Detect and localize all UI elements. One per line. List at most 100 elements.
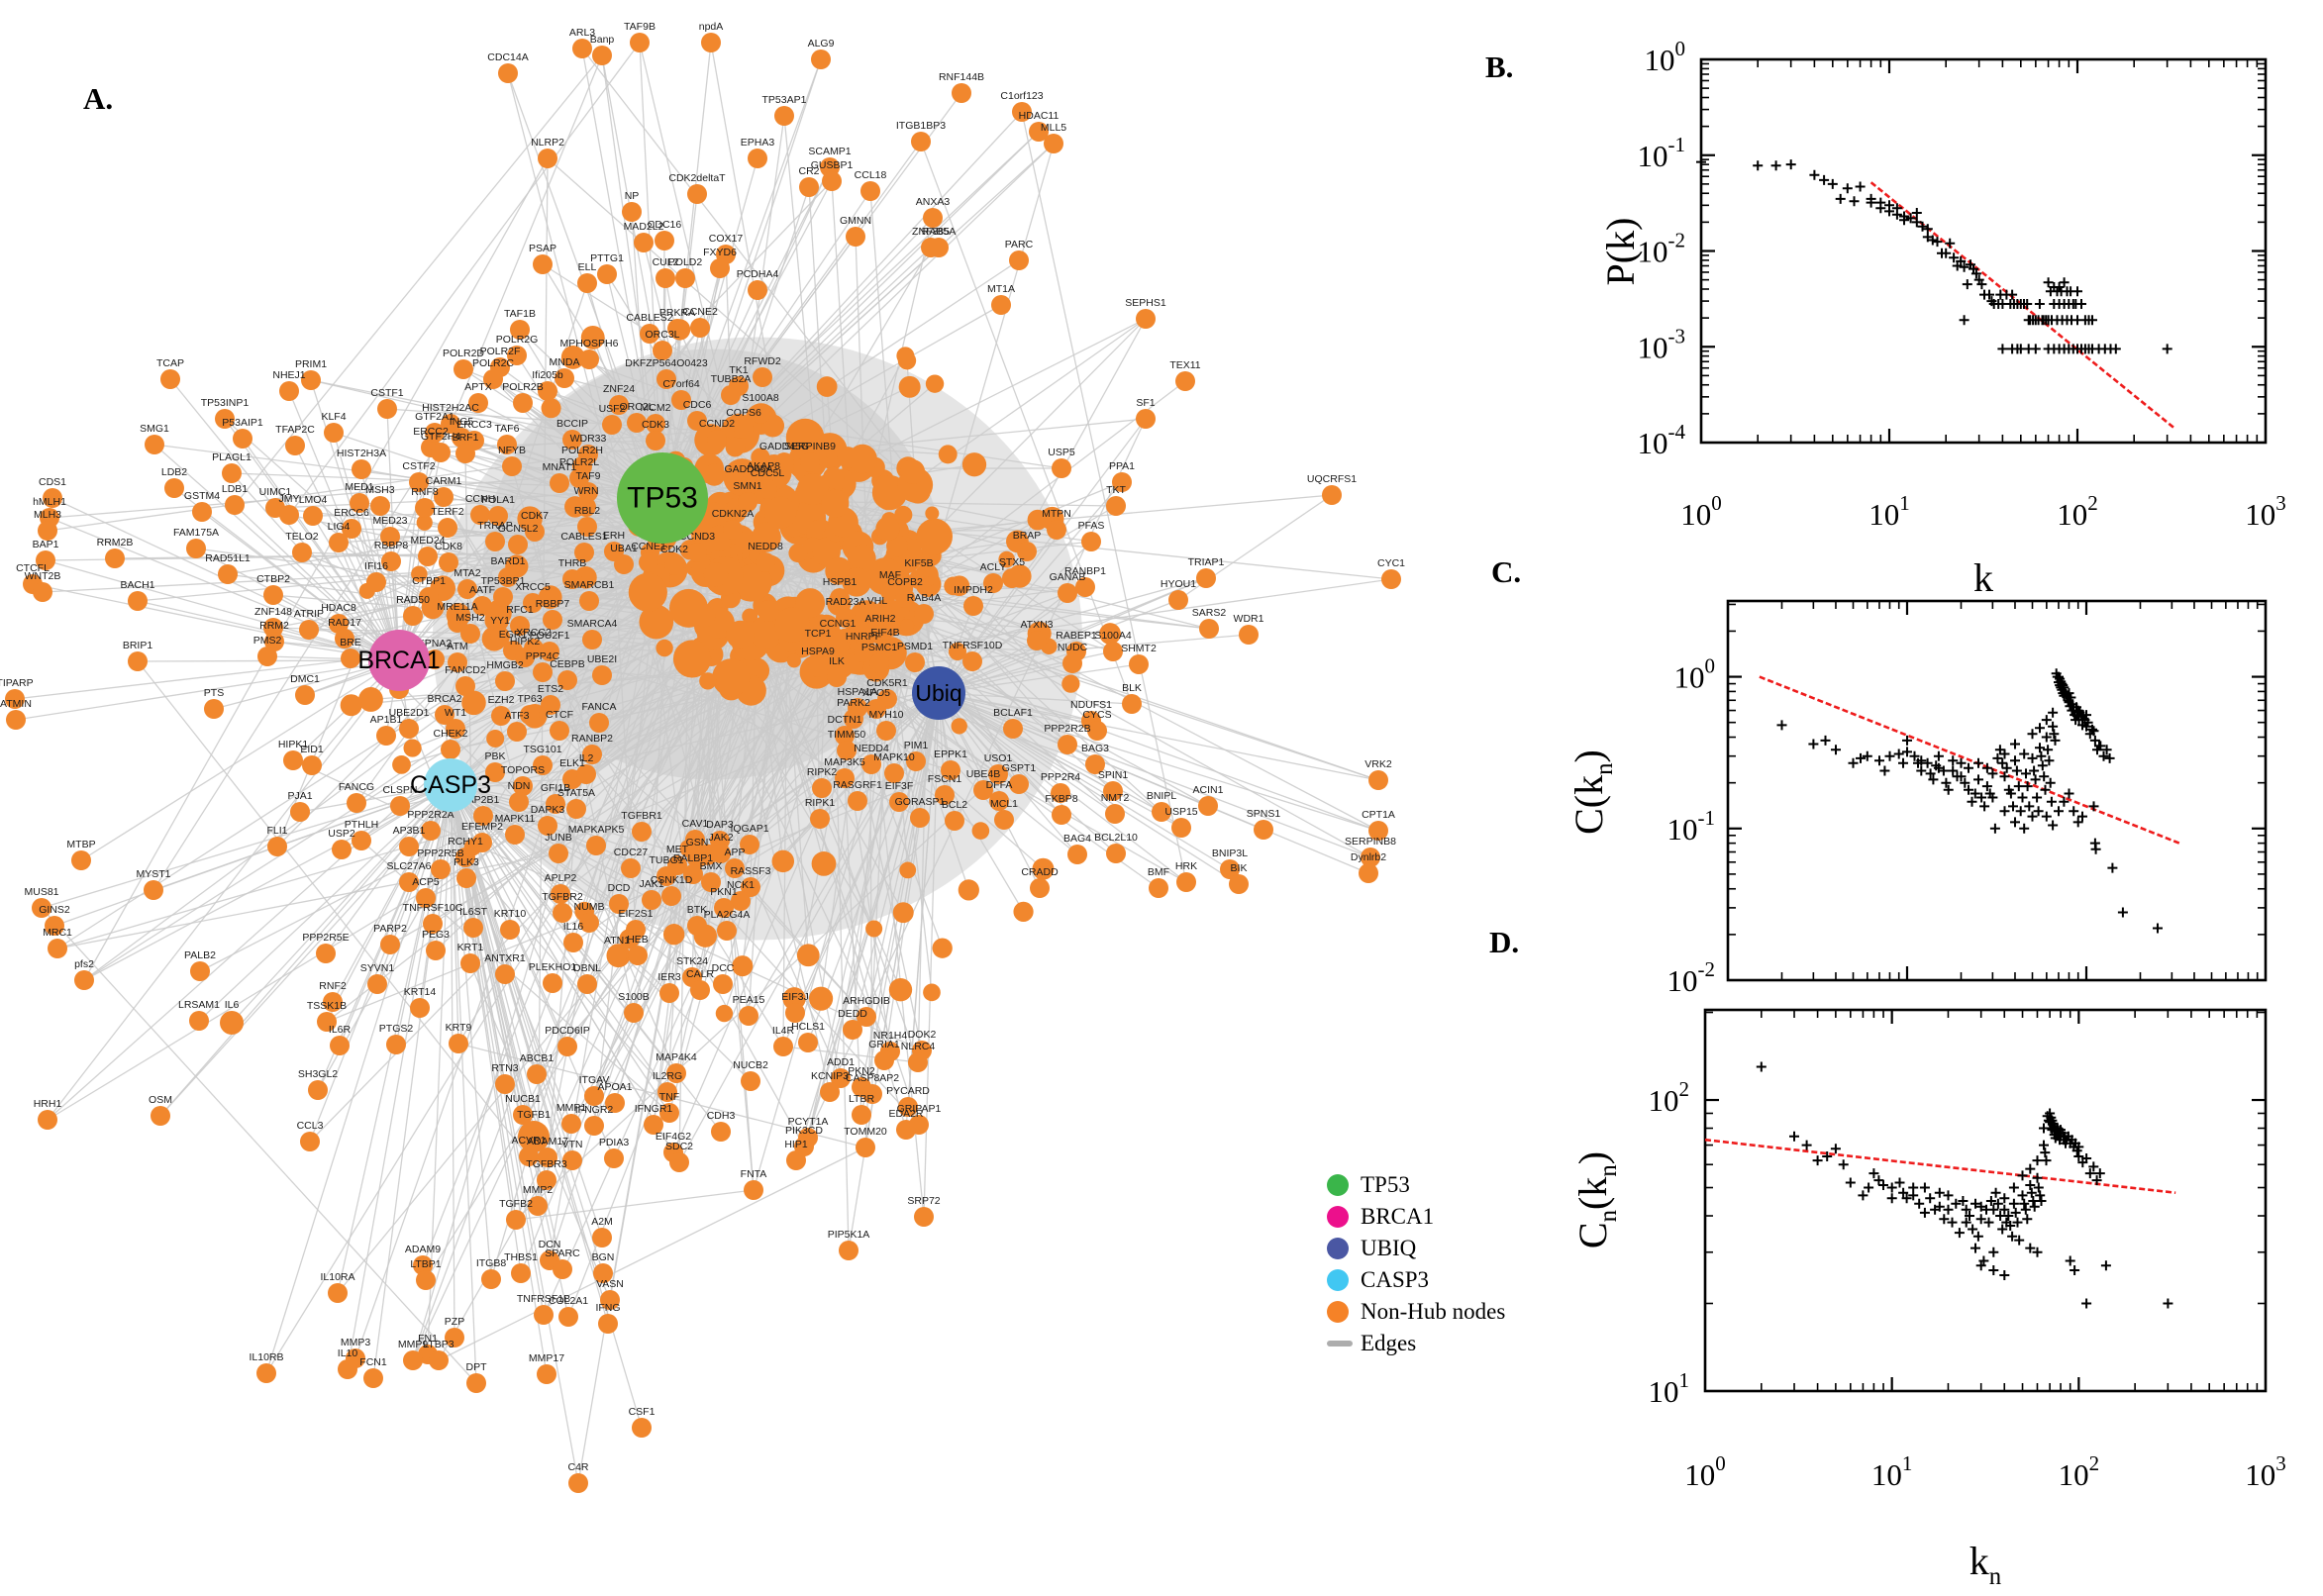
svg-text:CDKN2A: CDKN2A xyxy=(712,508,755,520)
svg-text:MPHOSPH6: MPHOSPH6 xyxy=(560,338,619,349)
svg-text:TUBB2A: TUBB2A xyxy=(711,373,752,385)
svg-text:POLR2C: POLR2C xyxy=(472,357,514,369)
svg-text:EIF3F: EIF3F xyxy=(885,780,914,792)
panel-a-label: A. xyxy=(83,81,114,116)
svg-text:10-1: 10-1 xyxy=(1667,806,1716,847)
svg-text:GRIPAP1: GRIPAP1 xyxy=(897,1103,942,1115)
svg-text:EPPK1: EPPK1 xyxy=(934,748,967,760)
svg-text:IMPDH2: IMPDH2 xyxy=(954,584,993,596)
svg-text:VHL: VHL xyxy=(867,595,888,607)
svg-text:ITGAV: ITGAV xyxy=(579,1074,610,1086)
svg-text:103: 103 xyxy=(2245,1451,2286,1492)
svg-text:GUSBP1: GUSBP1 xyxy=(811,159,854,171)
svg-text:JAK2: JAK2 xyxy=(708,832,733,844)
svg-text:TAF6: TAF6 xyxy=(495,423,520,435)
svg-text:AP3B1: AP3B1 xyxy=(393,825,426,837)
svg-text:CSTF2: CSTF2 xyxy=(402,460,435,472)
svg-text:ZNF24: ZNF24 xyxy=(603,383,635,395)
svg-text:ERCC3: ERCC3 xyxy=(456,419,492,431)
svg-text:SPIN1: SPIN1 xyxy=(1098,769,1129,781)
svg-text:BNIP3L: BNIP3L xyxy=(1212,848,1248,859)
svg-text:Banp: Banp xyxy=(590,34,615,46)
svg-text:ATRIP: ATRIP xyxy=(294,608,324,620)
svg-text:EIF4G2: EIF4G2 xyxy=(656,1131,691,1143)
svg-text:PIK3CD: PIK3CD xyxy=(785,1125,823,1137)
svg-text:ATF3: ATF3 xyxy=(505,710,530,722)
svg-text:MSH3: MSH3 xyxy=(365,484,394,496)
svg-text:SDC2: SDC2 xyxy=(665,1141,693,1152)
svg-text:CDK5R1: CDK5R1 xyxy=(866,677,908,689)
svg-text:ADAM9: ADAM9 xyxy=(405,1244,441,1255)
svg-text:MED23: MED23 xyxy=(372,515,407,527)
svg-text:HCLS1: HCLS1 xyxy=(791,1021,825,1033)
svg-text:GINS2: GINS2 xyxy=(39,904,70,916)
svg-text:IFNGR2: IFNGR2 xyxy=(575,1104,614,1116)
svg-text:TAF9B: TAF9B xyxy=(624,21,656,33)
svg-text:UBA1: UBA1 xyxy=(610,543,638,554)
svg-text:PCYT1A: PCYT1A xyxy=(788,1116,829,1128)
svg-text:FCN1: FCN1 xyxy=(359,1356,387,1368)
svg-text:PFAS: PFAS xyxy=(1078,520,1105,532)
svg-text:HRH1: HRH1 xyxy=(34,1098,62,1110)
svg-text:CDC14A: CDC14A xyxy=(487,51,528,63)
svg-text:RAB4A: RAB4A xyxy=(907,592,941,604)
svg-text:VTN: VTN xyxy=(562,1139,583,1150)
svg-text:PTGS2: PTGS2 xyxy=(379,1023,414,1035)
svg-text:EIF4B: EIF4B xyxy=(870,627,899,639)
svg-text:GADD45G: GADD45G xyxy=(759,441,809,452)
svg-text:PTHLH: PTHLH xyxy=(345,819,378,831)
svg-text:Ubiq: Ubiq xyxy=(915,680,961,706)
svg-text:ATM: ATM xyxy=(447,641,467,652)
svg-text:TNF: TNF xyxy=(659,1091,679,1103)
svg-text:RRM2: RRM2 xyxy=(259,620,289,632)
svg-text:EGR1: EGR1 xyxy=(499,629,528,641)
svg-text:MSH2: MSH2 xyxy=(455,612,484,624)
svg-text:APTX: APTX xyxy=(464,381,491,393)
svg-text:MAPK10: MAPK10 xyxy=(873,751,915,763)
svg-text:BRAP: BRAP xyxy=(1013,530,1042,542)
svg-text:HSPA9: HSPA9 xyxy=(801,646,835,657)
svg-text:POLD2: POLD2 xyxy=(668,256,703,268)
svg-text:GFI1B: GFI1B xyxy=(541,782,570,794)
svg-text:MLH3: MLH3 xyxy=(34,509,61,521)
svg-text:ERCC2: ERCC2 xyxy=(413,426,449,438)
svg-text:RAD23A: RAD23A xyxy=(826,596,866,608)
svg-text:DMC1: DMC1 xyxy=(290,673,320,685)
svg-text:C4R: C4R xyxy=(567,1461,588,1473)
svg-text:RIPK2: RIPK2 xyxy=(807,766,838,778)
svg-text:MAD2L2: MAD2L2 xyxy=(624,221,664,233)
svg-text:ABCB1: ABCB1 xyxy=(520,1052,555,1064)
svg-text:PIM1: PIM1 xyxy=(904,740,929,751)
svg-text:CSNK1D: CSNK1D xyxy=(651,874,693,886)
svg-text:NR1H4: NR1H4 xyxy=(873,1030,908,1042)
svg-text:TP53BP1: TP53BP1 xyxy=(481,575,526,587)
svg-text:CEBPB: CEBPB xyxy=(550,658,585,670)
svg-text:ACP5: ACP5 xyxy=(412,876,440,888)
svg-text:EIF2S1: EIF2S1 xyxy=(618,908,653,920)
svg-text:BARD1: BARD1 xyxy=(490,555,525,567)
svg-text:STAT5A: STAT5A xyxy=(557,787,595,799)
svg-text:GSN: GSN xyxy=(686,837,709,848)
svg-text:SLC27A6: SLC27A6 xyxy=(387,860,432,872)
svg-text:ADD1: ADD1 xyxy=(827,1056,855,1068)
svg-text:Cn(kn): Cn(kn) xyxy=(1570,1151,1622,1248)
brca1-swatch-icon xyxy=(1327,1206,1349,1228)
svg-text:HIST2H3A: HIST2H3A xyxy=(337,448,386,459)
svg-text:CDK3: CDK3 xyxy=(642,419,669,431)
svg-text:SMN1: SMN1 xyxy=(733,480,761,492)
svg-text:CASP3: CASP3 xyxy=(410,771,491,799)
svg-text:CSTF1: CSTF1 xyxy=(370,387,403,399)
svg-text:RTN3: RTN3 xyxy=(491,1062,518,1074)
svg-text:MED24: MED24 xyxy=(410,535,445,547)
legend-item-nonhub: Non-Hub nodes xyxy=(1327,1296,1555,1328)
svg-text:RFC1: RFC1 xyxy=(506,604,534,616)
svg-text:IL2: IL2 xyxy=(579,752,594,764)
svg-text:POLA1: POLA1 xyxy=(481,494,515,506)
svg-text:TNFRSF10C: TNFRSF10C xyxy=(403,902,463,914)
svg-text:PSMC1: PSMC1 xyxy=(861,642,897,653)
svg-text:IL16: IL16 xyxy=(563,921,584,933)
svg-text:USP5: USP5 xyxy=(1048,447,1075,458)
svg-text:AP2B1: AP2B1 xyxy=(467,794,500,806)
svg-text:IL6ST: IL6ST xyxy=(459,906,488,918)
